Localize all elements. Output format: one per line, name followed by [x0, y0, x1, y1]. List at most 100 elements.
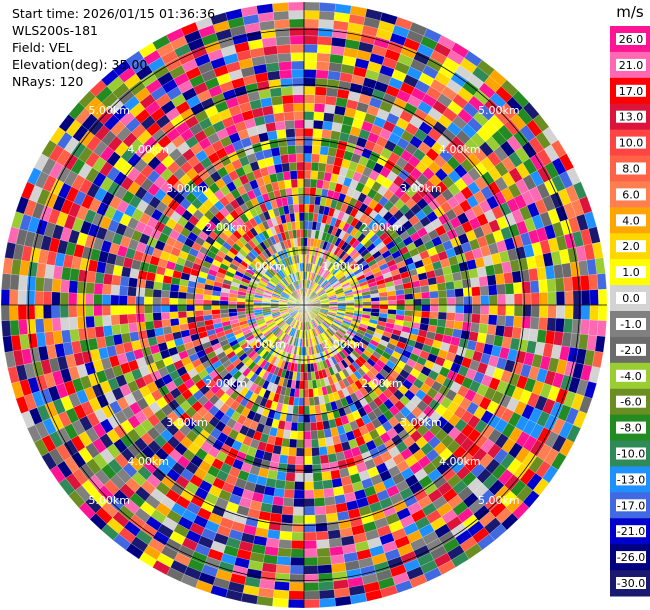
start-time-label: Start time: 2026/01/15 01:36:36	[12, 6, 216, 21]
velocity-gate	[169, 304, 179, 313]
velocity-gate	[326, 444, 336, 455]
velocity-gate	[144, 312, 154, 322]
velocity-gate	[495, 325, 506, 337]
colorbar-tick-background	[616, 421, 646, 434]
velocity-gate	[513, 304, 523, 317]
velocity-gate	[295, 464, 305, 474]
velocity-gate	[161, 318, 172, 328]
velocity-gate	[295, 220, 301, 230]
velocity-gate	[280, 154, 290, 164]
velocity-gate	[278, 61, 292, 71]
velocity-gate	[169, 290, 179, 299]
velocity-gate	[9, 319, 20, 336]
velocity-gate	[303, 582, 320, 592]
velocity-gate	[314, 505, 327, 516]
velocity-gate	[144, 320, 155, 331]
velocity-gate	[317, 27, 334, 38]
velocity-gate	[496, 283, 506, 296]
velocity-gate	[303, 456, 313, 466]
velocity-gate	[228, 304, 237, 310]
colorbar-tick-background	[616, 447, 646, 460]
velocity-gate	[598, 304, 608, 322]
velocity-gate	[283, 111, 295, 122]
velocity-gate	[297, 178, 305, 188]
colorbar-tick-background	[616, 577, 646, 589]
ring-distance-label: 4.00km	[439, 455, 481, 468]
velocity-gate	[324, 504, 338, 515]
velocity-gate	[278, 539, 292, 549]
velocity-gate	[370, 296, 380, 302]
velocity-gate	[34, 276, 45, 292]
colorbar-tick-label: 13.0	[619, 111, 644, 124]
velocity-gate	[219, 308, 229, 314]
velocity-gate	[303, 422, 311, 432]
velocity-gate	[295, 144, 305, 154]
velocity-gate	[303, 94, 316, 104]
velocity-gate	[288, 161, 298, 172]
velocity-gate	[26, 318, 37, 335]
velocity-gate	[563, 318, 574, 334]
velocity-gate	[316, 421, 324, 431]
colorbar-tick-label: 26.0	[619, 33, 644, 46]
velocity-gate	[317, 572, 334, 583]
velocity-gate	[194, 310, 204, 317]
velocity-gate	[291, 540, 305, 550]
velocity-gate	[311, 455, 321, 465]
colorbar-tick-background	[616, 33, 646, 45]
velocity-gate	[303, 195, 310, 205]
velocity-gate	[59, 304, 69, 318]
velocity-gate	[530, 292, 540, 306]
velocity-gate	[290, 548, 305, 558]
velocity-gate	[480, 295, 490, 306]
velocity-gate	[291, 60, 305, 70]
velocity-gate	[272, 155, 282, 166]
colorbar-tick-label: 1.0	[622, 266, 640, 279]
velocity-gate	[273, 487, 285, 498]
velocity-gate	[152, 288, 162, 298]
velocity-gate	[284, 119, 295, 130]
velocity-gate	[300, 363, 305, 373]
velocity-gate	[318, 589, 335, 600]
velocity-gate	[128, 322, 138, 333]
velocity-gate	[546, 317, 557, 332]
velocity-gate	[110, 314, 121, 326]
velocity-gate	[310, 438, 320, 449]
colorbar-tick-label: 4.0	[622, 214, 640, 227]
velocity-gate	[312, 472, 323, 482]
velocity-gate	[322, 120, 334, 131]
colorbar-tick-label: 8.0	[622, 163, 640, 176]
velocity-gate	[323, 487, 335, 498]
velocity-gate	[452, 271, 463, 282]
velocity-gate	[303, 556, 318, 567]
velocity-gate	[362, 301, 372, 306]
velocity-gate	[311, 145, 321, 155]
velocity-gate	[51, 278, 62, 293]
velocity-gate	[321, 129, 332, 139]
velocity-gate	[0, 304, 10, 322]
velocity-gate	[160, 289, 171, 299]
velocity-gate	[303, 178, 311, 188]
velocity-gate	[303, 229, 309, 238]
velocity-gate	[403, 287, 413, 295]
velocity-gate	[594, 257, 606, 275]
velocity-gate	[303, 128, 314, 138]
velocity-gate	[303, 136, 313, 146]
velocity-gate	[110, 304, 120, 316]
velocity-gate	[281, 94, 294, 105]
velocity-gate	[288, 582, 305, 592]
velocity-gate	[299, 220, 305, 230]
velocity-gate	[480, 304, 490, 315]
velocity-gate	[314, 514, 328, 524]
velocity-gate	[303, 1, 321, 11]
velocity-gate	[86, 270, 97, 284]
velocity-gate	[308, 388, 314, 398]
velocity-gate	[324, 436, 334, 447]
velocity-gate	[152, 296, 162, 306]
velocity-gate	[289, 170, 298, 180]
velocity-gate	[102, 314, 112, 327]
velocity-gate	[256, 3, 274, 15]
velocity-gate	[287, 447, 297, 457]
velocity-gate	[288, 438, 298, 449]
velocity-gate	[387, 299, 397, 306]
colorbar-tick-background	[616, 266, 646, 279]
